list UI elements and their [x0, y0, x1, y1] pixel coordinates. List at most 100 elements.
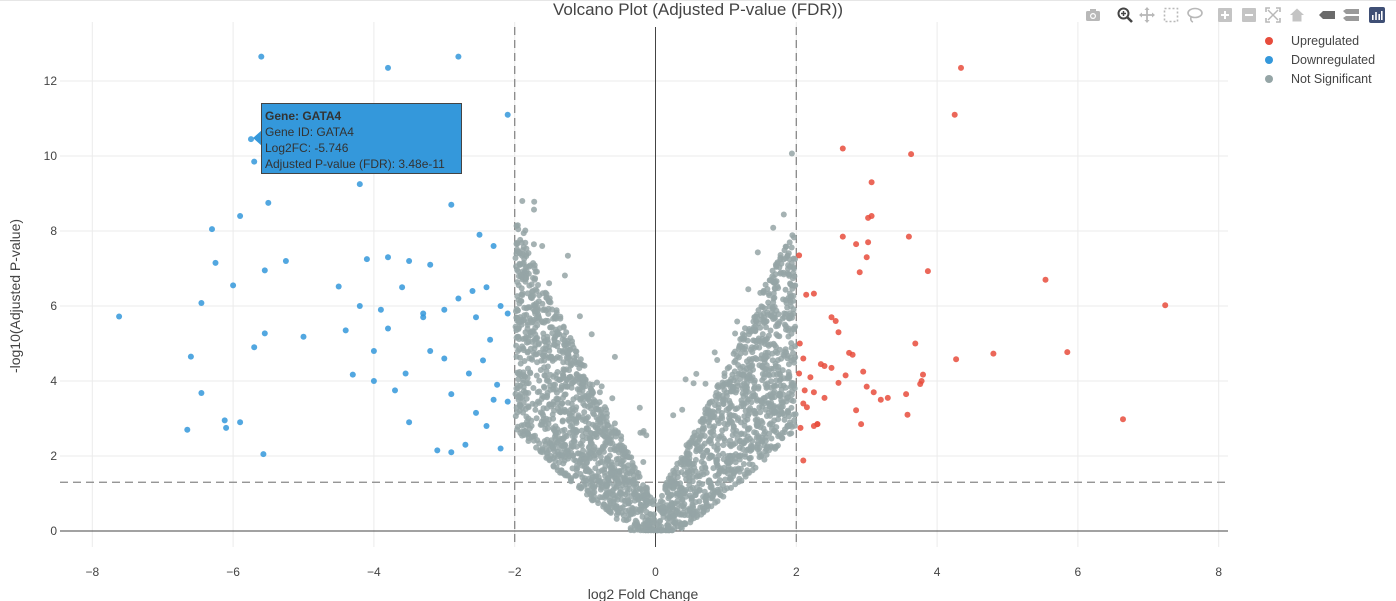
point-downregulated[interactable] [427, 261, 434, 268]
point-not-significant[interactable] [742, 407, 749, 414]
point-not-significant[interactable] [746, 461, 753, 467]
point-not-significant[interactable] [696, 486, 703, 493]
point-upregulated[interactable] [796, 252, 803, 259]
point-not-significant[interactable] [526, 304, 533, 311]
point-not-significant[interactable] [570, 396, 577, 403]
point-not-significant[interactable] [607, 446, 614, 453]
point-downregulated[interactable] [399, 284, 406, 291]
point-not-significant[interactable] [607, 509, 614, 516]
point-not-significant[interactable] [541, 384, 548, 391]
point-not-significant[interactable] [566, 367, 572, 374]
point-not-significant[interactable] [612, 447, 618, 454]
point-not-significant[interactable] [737, 336, 744, 343]
point-not-significant[interactable] [630, 480, 637, 487]
point-not-significant[interactable] [593, 405, 600, 412]
point-downregulated[interactable] [223, 424, 230, 431]
point-not-significant[interactable] [759, 331, 766, 338]
point-not-significant[interactable] [698, 469, 705, 476]
point-not-significant[interactable] [540, 330, 547, 337]
point-not-significant[interactable] [544, 449, 551, 456]
point-not-significant[interactable] [741, 431, 748, 438]
point-not-significant[interactable] [762, 281, 769, 288]
point-downregulated[interactable] [230, 282, 237, 289]
point-not-significant[interactable] [759, 419, 766, 426]
point-not-significant[interactable] [572, 348, 579, 355]
point-not-significant[interactable] [720, 401, 727, 408]
point-not-significant[interactable] [604, 482, 611, 489]
point-not-significant[interactable] [514, 222, 521, 229]
point-not-significant[interactable] [724, 459, 731, 465]
point-not-significant[interactable] [525, 250, 532, 257]
point-not-significant[interactable] [512, 255, 519, 261]
point-upregulated[interactable] [877, 396, 884, 403]
point-not-significant[interactable] [699, 453, 706, 460]
point-not-significant[interactable] [515, 249, 522, 256]
point-not-significant[interactable] [611, 482, 618, 489]
point-downregulated[interactable] [473, 314, 479, 321]
point-downregulated[interactable] [300, 333, 307, 340]
point-not-significant[interactable] [790, 292, 797, 299]
point-not-significant[interactable] [732, 413, 739, 419]
point-not-significant[interactable] [617, 460, 624, 467]
point-not-significant[interactable] [775, 311, 782, 318]
point-not-significant[interactable] [517, 354, 523, 361]
point-not-significant[interactable] [754, 337, 761, 344]
point-not-significant[interactable] [533, 444, 540, 451]
point-not-significant[interactable] [524, 325, 531, 332]
point-not-significant[interactable] [573, 443, 580, 450]
point-not-significant[interactable] [570, 438, 577, 445]
point-not-significant[interactable] [645, 521, 652, 528]
point-not-significant[interactable] [732, 430, 739, 437]
point-not-significant[interactable] [600, 448, 607, 455]
point-not-significant[interactable] [786, 272, 793, 279]
point-upregulated[interactable] [958, 64, 964, 71]
point-not-significant[interactable] [559, 418, 566, 425]
point-not-significant[interactable] [588, 331, 595, 338]
point-not-significant[interactable] [751, 429, 758, 436]
point-not-significant[interactable] [771, 342, 778, 349]
point-downregulated[interactable] [402, 370, 409, 377]
point-not-significant[interactable] [591, 493, 597, 500]
point-upregulated[interactable] [800, 457, 807, 464]
point-not-significant[interactable] [592, 430, 599, 437]
point-not-significant[interactable] [560, 435, 567, 442]
reset-axes-icon[interactable] [1288, 6, 1306, 24]
point-not-significant[interactable] [741, 346, 748, 352]
point-not-significant[interactable] [757, 324, 764, 331]
zoom-icon[interactable] [1116, 6, 1134, 24]
point-not-significant[interactable] [711, 423, 718, 430]
point-not-significant[interactable] [786, 239, 793, 246]
point-not-significant[interactable] [514, 307, 521, 314]
point-not-significant[interactable] [767, 391, 774, 398]
point-not-significant[interactable] [586, 468, 593, 475]
point-downregulated[interactable] [406, 258, 413, 264]
point-downregulated[interactable] [487, 336, 494, 343]
point-not-significant[interactable] [686, 492, 693, 499]
point-downregulated[interactable] [198, 300, 205, 306]
point-not-significant[interactable] [678, 469, 685, 476]
point-not-significant[interactable] [568, 443, 575, 449]
point-not-significant[interactable] [677, 493, 684, 500]
point-not-significant[interactable] [754, 249, 761, 256]
point-not-significant[interactable] [785, 327, 792, 334]
point-downregulated[interactable] [282, 258, 289, 264]
point-not-significant[interactable] [602, 427, 609, 434]
point-downregulated[interactable] [221, 417, 228, 424]
point-not-significant[interactable] [541, 372, 548, 379]
point-downregulated[interactable] [497, 445, 504, 452]
point-not-significant[interactable] [636, 404, 643, 411]
point-not-significant[interactable] [717, 467, 724, 474]
point-not-significant[interactable] [776, 346, 783, 353]
point-downregulated[interactable] [370, 378, 377, 384]
point-not-significant[interactable] [783, 300, 790, 306]
point-not-significant[interactable] [659, 492, 665, 499]
point-downregulated[interactable] [258, 53, 265, 60]
point-not-significant[interactable] [532, 286, 539, 293]
point-not-significant[interactable] [560, 332, 567, 339]
point-not-significant[interactable] [773, 263, 780, 270]
point-not-significant[interactable] [659, 499, 666, 506]
point-not-significant[interactable] [561, 391, 568, 398]
point-downregulated[interactable] [504, 310, 511, 317]
point-not-significant[interactable] [694, 442, 700, 449]
point-not-significant[interactable] [521, 432, 528, 438]
